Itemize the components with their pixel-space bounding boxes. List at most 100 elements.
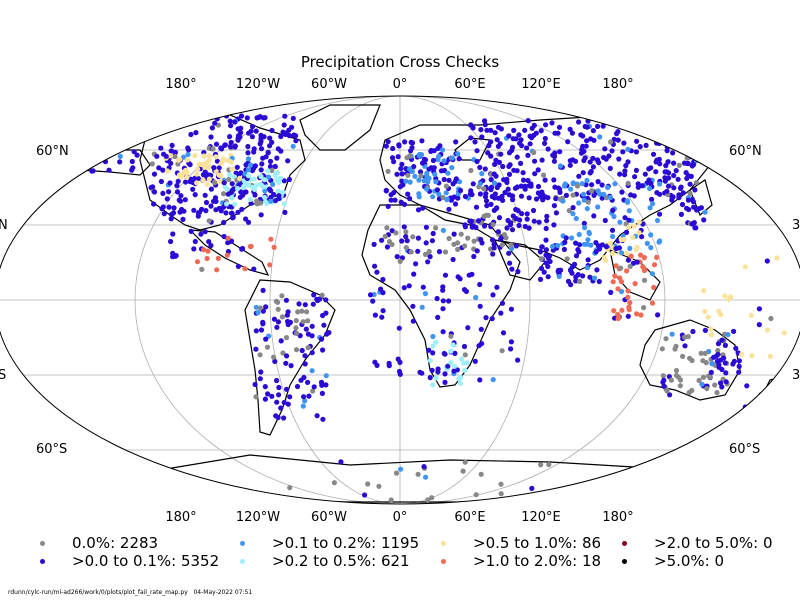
station-marker (531, 149, 537, 156)
station-marker (739, 351, 745, 357)
station-marker (232, 201, 238, 207)
station-marker (399, 238, 405, 244)
station-marker (667, 392, 673, 398)
station-marker (393, 470, 400, 476)
station-marker (177, 198, 184, 204)
station-marker (287, 319, 293, 325)
station-marker (671, 172, 677, 179)
station-marker (626, 217, 632, 223)
station-marker (445, 363, 451, 369)
station-marker (267, 163, 273, 170)
station-marker (481, 213, 487, 219)
station-marker (490, 221, 496, 228)
station-marker (282, 131, 289, 137)
station-marker (420, 284, 426, 290)
longitude-label: 120°E (521, 510, 561, 525)
station-marker (465, 325, 471, 331)
station-marker (483, 198, 490, 204)
station-marker (257, 305, 263, 311)
station-marker (212, 112, 218, 118)
station-marker (509, 144, 516, 150)
station-marker (380, 308, 386, 314)
station-marker (668, 377, 675, 383)
station-marker (436, 191, 442, 197)
longitude-labels-bottom: 180° 120°W 60°W 0° 60°E 120°E 180° (165, 510, 633, 525)
station-marker (417, 169, 424, 175)
station-marker (213, 154, 219, 160)
station-marker (238, 113, 245, 119)
station-marker (440, 306, 446, 312)
station-marker (749, 353, 755, 359)
station-marker (423, 474, 429, 480)
station-marker (647, 185, 653, 192)
station-marker (508, 306, 514, 312)
station-marker (547, 258, 553, 265)
longitude-label: 0° (393, 77, 408, 92)
station-marker (262, 384, 268, 390)
station-marker (180, 216, 186, 222)
station-marker (561, 246, 568, 252)
station-marker (476, 218, 482, 224)
station-marker (580, 273, 586, 279)
station-marker (427, 358, 433, 364)
station-marker (385, 139, 391, 145)
station-marker (623, 229, 630, 235)
station-marker (610, 233, 616, 240)
longitude-labels-top: 180° 120°W 60°W 0° 60°E 120°E 180° (165, 77, 633, 92)
station-marker (542, 135, 548, 142)
station-marker (389, 155, 396, 161)
station-marker (253, 328, 259, 334)
station-marker (192, 192, 198, 198)
station-marker (767, 353, 774, 359)
station-marker (462, 243, 468, 249)
station-marker (258, 173, 264, 180)
station-marker (209, 125, 215, 131)
station-marker (669, 331, 675, 337)
station-marker (636, 219, 642, 225)
station-marker (291, 132, 297, 138)
station-marker (524, 145, 530, 151)
station-marker (721, 355, 727, 361)
station-marker (579, 181, 585, 187)
legend-label: >0.5 to 1.0%: 86 (473, 534, 602, 552)
station-marker (174, 189, 181, 195)
station-marker (444, 197, 450, 203)
station-marker (206, 218, 212, 224)
station-marker (229, 166, 235, 172)
station-marker (172, 153, 178, 160)
station-marker (195, 213, 201, 219)
station-marker (588, 242, 594, 248)
station-marker (587, 159, 593, 165)
station-marker (725, 332, 731, 338)
station-marker (401, 285, 407, 291)
station-marker (597, 134, 603, 140)
station-marker (235, 186, 241, 192)
station-marker (691, 162, 697, 168)
station-marker (538, 256, 544, 262)
station-marker (193, 130, 199, 136)
station-marker (537, 276, 544, 282)
station-marker (265, 149, 271, 155)
station-marker (698, 205, 705, 211)
station-marker (483, 191, 489, 197)
station-marker (464, 360, 470, 366)
station-marker (566, 208, 572, 214)
station-marker (273, 413, 279, 419)
station-marker (491, 245, 497, 251)
station-marker (283, 297, 289, 303)
station-marker (654, 217, 661, 224)
station-marker (372, 263, 378, 269)
station-marker (657, 211, 663, 217)
station-marker (673, 343, 679, 349)
station-marker (272, 358, 278, 364)
station-marker (430, 230, 436, 237)
station-marker (615, 119, 621, 126)
station-marker (489, 237, 496, 243)
station-marker (77, 168, 83, 174)
station-marker (420, 160, 426, 166)
station-marker (92, 151, 98, 157)
station-marker (269, 127, 275, 134)
station-marker (151, 171, 158, 177)
station-marker (712, 382, 718, 388)
station-marker (557, 149, 563, 155)
